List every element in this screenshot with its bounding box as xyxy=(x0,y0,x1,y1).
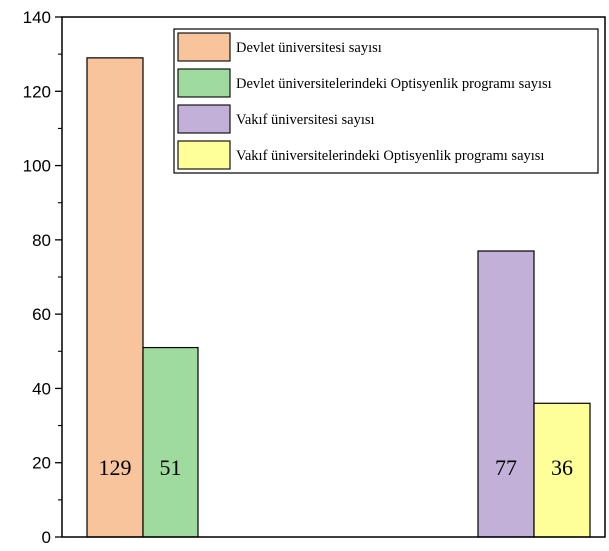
plot-frame xyxy=(61,16,606,538)
legend-swatch xyxy=(177,140,231,170)
bar-data-label: 36 xyxy=(551,455,573,480)
y-tick-label: 140 xyxy=(23,8,51,27)
bar xyxy=(533,402,591,538)
bar xyxy=(477,250,535,538)
y-tick-label: 40 xyxy=(32,379,51,398)
legend-entry: Devlet üniversitesi sayısı xyxy=(236,40,382,56)
bar xyxy=(142,346,199,538)
y-tick-label: 80 xyxy=(32,231,51,250)
legend-swatch xyxy=(177,104,231,134)
y-tick-label: 20 xyxy=(32,454,51,473)
bars xyxy=(86,57,591,538)
legend: Devlet üniversitesi sayısı Devlet ünivers… xyxy=(173,28,599,174)
legend-entry: Vakıf üniversitesi sayısı xyxy=(236,112,375,128)
legend-entry: Vakıf üniversitelerindeki Optisyenlik pr… xyxy=(236,148,544,164)
legend-entry: Devlet üniversitelerindeki Optisyenlik p… xyxy=(236,76,552,92)
y-tick-label: 0 xyxy=(42,528,51,546)
bar-data-label: 51 xyxy=(160,455,182,480)
bar xyxy=(86,57,144,538)
legend-swatch xyxy=(177,68,231,98)
legend-box xyxy=(173,28,599,174)
y-axis-ticks: 0 20 40 60 80 100 120 140 xyxy=(23,8,62,547)
y-tick-label: 120 xyxy=(23,82,51,101)
bar-data-labels: 129 51 77 36 xyxy=(99,455,574,480)
y-tick-label: 100 xyxy=(23,157,51,176)
bar-data-label: 77 xyxy=(495,455,517,480)
legend-swatch xyxy=(177,32,231,62)
bar-data-label: 129 xyxy=(99,455,132,480)
y-tick-label: 60 xyxy=(32,305,51,324)
